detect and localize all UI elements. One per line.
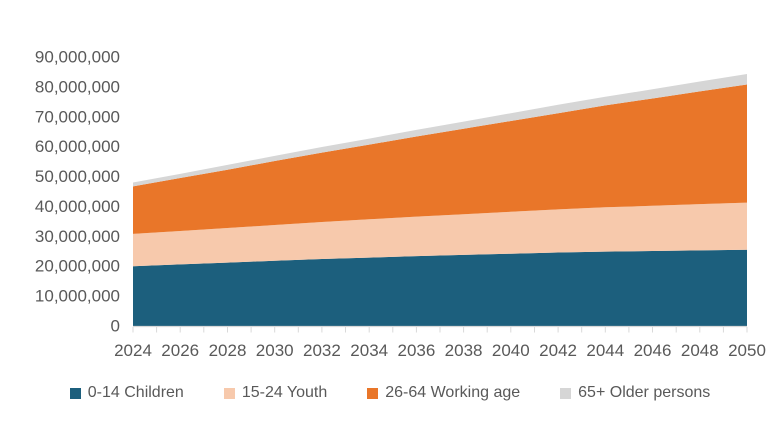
chart-svg: 0 10,000,000 20,000,000 30,000,000 40,000,00… bbox=[35, 48, 766, 361]
x-axis-tick-label: 2034 bbox=[350, 341, 388, 360]
series-area-26-64-working-age bbox=[133, 84, 747, 234]
chart-legend: 0-14 Children 15-24 Youth 26-64 Working ag… bbox=[0, 381, 780, 405]
y-axis-tick-label: 20,000,000 bbox=[35, 257, 120, 276]
x-axis-ticks bbox=[132, 327, 748, 333]
y-axis-tick-label: 50,000,000 bbox=[35, 167, 120, 186]
x-axis-tick-label: 2028 bbox=[209, 341, 247, 360]
legend-label: 0-14 Children bbox=[87, 384, 184, 401]
y-axis-tick-label: 60,000,000 bbox=[35, 137, 120, 156]
x-axis-tick-label: 2030 bbox=[256, 341, 294, 360]
legend-swatch-icon-15-24-youth bbox=[223, 387, 235, 399]
x-axis-tick-label: 2050 bbox=[728, 341, 766, 360]
x-axis-tick-label: 2042 bbox=[539, 341, 577, 360]
x-axis-tick-label: 2026 bbox=[161, 341, 199, 360]
legend-swatch-icon-26-64-working-age bbox=[367, 387, 379, 399]
legend-item-15-24-youth: 15-24 Youth bbox=[223, 384, 328, 402]
series-area-15-24-youth bbox=[133, 202, 747, 267]
legend-label: 65+ Older persons bbox=[578, 384, 711, 401]
y-axis-tick-label: 30,000,000 bbox=[35, 227, 120, 246]
x-axis-tick-label: 2038 bbox=[445, 341, 483, 360]
x-axis-tick-label: 2024 bbox=[114, 341, 152, 360]
y-axis-tick-label: 90,000,000 bbox=[35, 48, 120, 67]
x-axis-tick-label: 2040 bbox=[492, 341, 530, 360]
legend-swatch-icon-0-14-children bbox=[69, 387, 81, 399]
x-axis-tick-label: 2048 bbox=[681, 341, 719, 360]
x-axis-tick-label: 2044 bbox=[586, 341, 624, 360]
series-area-0-14-children bbox=[133, 249, 747, 326]
legend-label: 26-64 Working age bbox=[385, 384, 521, 401]
y-axis-tick-label: 10,000,000 bbox=[35, 287, 120, 306]
y-axis-tick-label: 80,000,000 bbox=[35, 77, 120, 96]
x-axis-tick-label: 2032 bbox=[303, 341, 341, 360]
x-axis-tick-label: 2046 bbox=[634, 341, 672, 360]
legend-item-26-64-working-age: 26-64 Working age bbox=[367, 384, 520, 402]
legend-item-0-14-children: 0-14 Children bbox=[69, 384, 184, 402]
legend-item-65-older-persons: 65+ Older persons bbox=[560, 384, 710, 402]
series-area-65-older-persons bbox=[133, 74, 747, 187]
x-axis-tick-label: 2036 bbox=[397, 341, 435, 360]
legend-label: 15-24 Youth bbox=[241, 384, 328, 401]
y-axis-tick-label: 70,000,000 bbox=[35, 107, 120, 126]
y-axis-tick-label: 0 bbox=[111, 317, 120, 336]
legend-swatch-icon-65-older-persons bbox=[560, 387, 572, 399]
y-axis-tick-label: 40,000,000 bbox=[35, 197, 120, 216]
